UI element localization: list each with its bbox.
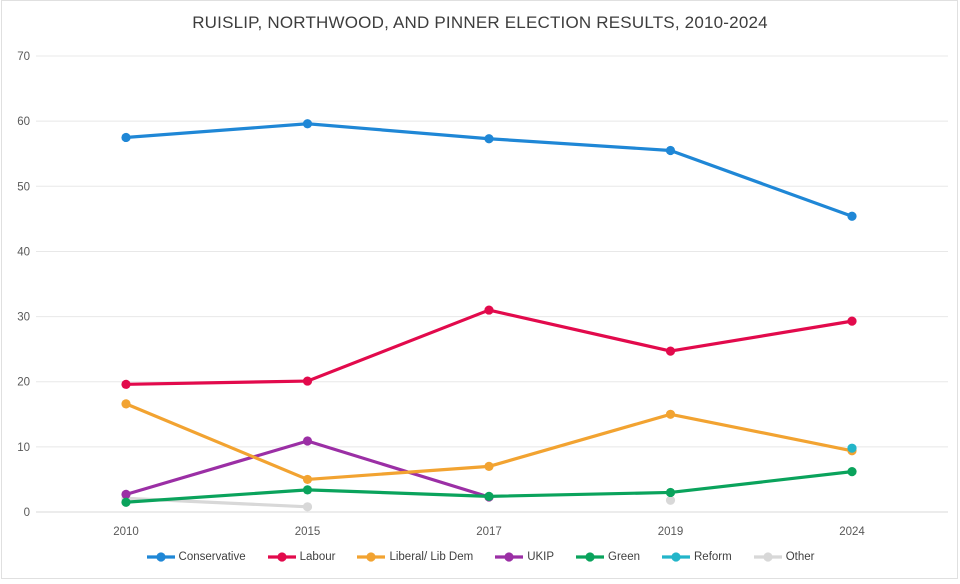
svg-text:70: 70 (17, 51, 30, 63)
series-reform (847, 443, 857, 453)
legend-label-ukip: UKIP (527, 551, 555, 563)
gridlines (36, 55, 948, 513)
legend-marker-liberal-lib-dem-icon (357, 552, 386, 562)
svg-text:20: 20 (17, 377, 30, 389)
data-point-labour-2024 (847, 316, 857, 326)
data-point-green-2010 (121, 497, 131, 507)
x-axis-labels: 2010 2015 2017 2019 2024 (113, 526, 865, 538)
data-point-green-2017 (484, 491, 494, 501)
svg-text:2019: 2019 (658, 526, 684, 538)
data-point-liberal-lib-dem-2015 (302, 474, 313, 485)
data-point-other-2015 (302, 502, 313, 512)
data-point-green-2019 (665, 487, 676, 498)
series-conservative (121, 119, 857, 221)
svg-text:2010: 2010 (113, 526, 139, 538)
legend-item-liberal-lib-dem: Liberal/ Lib Dem (356, 551, 473, 563)
legend-marker-reform-icon (662, 552, 690, 562)
legend-label-liberal-lib-dem: Liberal/ Lib Dem (389, 551, 474, 563)
series-green (121, 467, 857, 507)
data-point-liberal-lib-dem-2017 (484, 461, 494, 472)
legend-label-labour: Labour (299, 551, 336, 563)
data-point-labour-2017 (484, 305, 494, 315)
data-point-labour-2019 (665, 346, 676, 356)
data-point-other-2019 (665, 495, 676, 505)
legend-label-conservative: Conservative (178, 551, 246, 563)
svg-text:40: 40 (17, 246, 30, 258)
legend: Conservative Labour Liberal/ Lib Dem UKIP Gr… (0, 551, 960, 563)
data-point-green-2015 (302, 485, 313, 495)
legend-marker-other-icon (753, 552, 782, 562)
svg-text:50: 50 (17, 181, 30, 193)
legend-marker-labour-icon (267, 552, 296, 562)
data-point-ukip-2010 (121, 489, 131, 500)
legend-marker-ukip-icon (495, 552, 524, 562)
legend-item-green: Green (575, 551, 640, 563)
legend-label-reform: Reform (694, 551, 732, 563)
data-point-conservative-2015 (302, 119, 313, 129)
data-point-labour-2010 (121, 379, 131, 389)
data-point-ukip-2015 (302, 436, 313, 446)
legend-item-labour: Labour (267, 551, 336, 563)
chart-title: RUISLIP, NORTHWOOD, AND PINNER ELECTION … (192, 13, 768, 32)
svg-text:2017: 2017 (476, 526, 502, 538)
line-chart-plot-area: 0 10 20 30 40 50 60 70 2010 2015 2017 2019 2024 (17, 51, 948, 538)
data-point-liberal-lib-dem-2019 (665, 409, 676, 419)
data-point-conservative-2024 (847, 211, 857, 221)
svg-text:10: 10 (17, 442, 30, 454)
svg-text:0: 0 (24, 507, 30, 519)
legend-item-conservative: Conservative (146, 551, 246, 563)
svg-text:60: 60 (17, 116, 30, 128)
legend-label-other: Other (785, 551, 815, 563)
legend-item-ukip: UKIP (494, 551, 554, 563)
legend-marker-green-icon (576, 552, 605, 562)
svg-text:2015: 2015 (295, 526, 321, 538)
legend-marker-conservative-icon (146, 552, 175, 562)
legend-item-reform: Reform (661, 551, 732, 563)
series-liberal-lib-dem (121, 399, 857, 485)
data-point-conservative-2017 (484, 134, 494, 144)
data-point-liberal-lib-dem-2010 (121, 399, 131, 409)
legend-item-other: Other (753, 551, 815, 563)
data-point-green-2024 (847, 467, 857, 477)
data-point-conservative-2019 (665, 145, 676, 156)
legend-label-green: Green (608, 551, 640, 563)
y-axis-labels: 0 10 20 30 40 50 60 70 (17, 51, 30, 519)
data-point-conservative-2010 (121, 132, 131, 143)
svg-text:2024: 2024 (839, 526, 865, 538)
svg-text:30: 30 (17, 312, 30, 324)
data-point-labour-2015 (302, 376, 313, 386)
data-point-reform-2024 (847, 443, 857, 453)
series-labour (121, 305, 857, 389)
